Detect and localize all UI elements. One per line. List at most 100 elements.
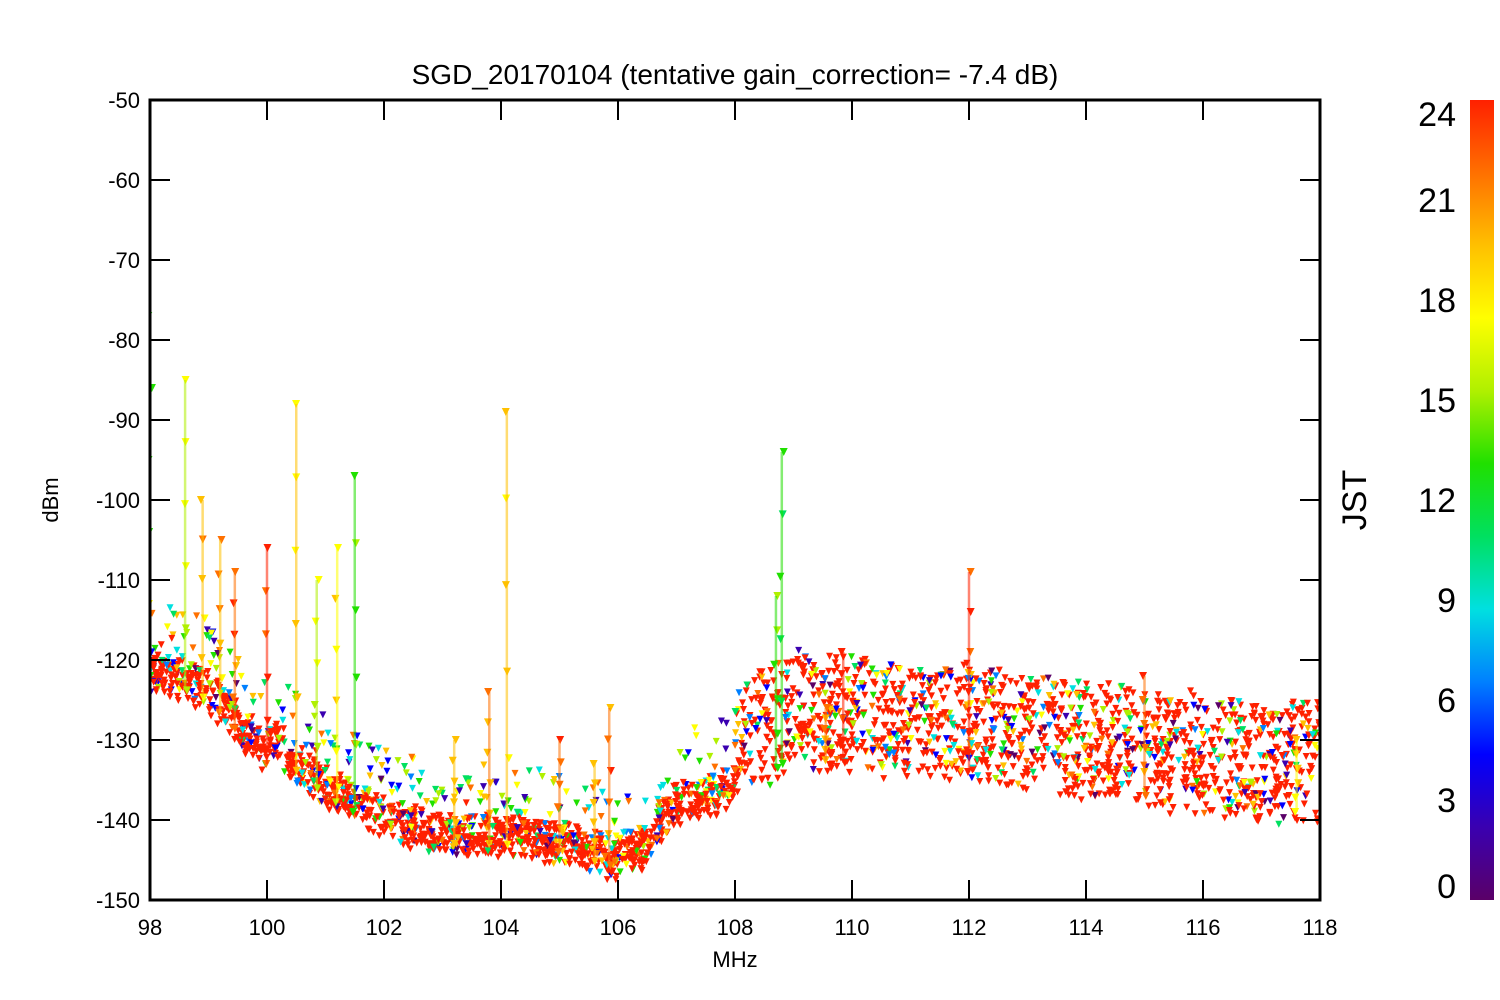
data-point [1189,764,1197,772]
data-point [1049,708,1057,716]
data-point [241,684,249,692]
data-point [641,825,649,833]
data-point [1200,809,1208,817]
data-point [536,827,544,835]
data-point [627,835,635,843]
data-point [249,692,257,700]
data-point [372,792,380,800]
data-point [1223,738,1231,746]
data-point [574,850,582,858]
data-point [1053,723,1061,731]
data-point [927,692,935,700]
data-point [257,692,265,700]
data-point [960,684,968,692]
data-point [506,847,514,855]
data-point [1312,809,1320,817]
data-point [957,767,965,775]
data-point [747,758,755,766]
data-point [791,751,799,759]
colorbar-tick-label: 21 [1418,182,1456,220]
data-point [629,857,637,865]
data-point [655,799,663,807]
data-point [1153,743,1161,751]
data-point [226,729,234,737]
colorbar-tick-label: 6 [1437,682,1456,720]
data-point [998,709,1006,717]
data-point [289,712,297,720]
data-point [1190,752,1198,760]
data-point [1227,702,1235,710]
data-point [788,698,796,706]
data-point [164,654,172,662]
data-point [900,759,908,767]
data-point [458,846,466,854]
data-point [1058,739,1066,747]
data-point [150,664,158,672]
data-point [653,818,661,826]
data-point [1281,783,1289,791]
data-point [1200,780,1208,788]
data-point [832,654,840,662]
data-point [730,778,738,786]
data-point [796,691,804,699]
data-point [1130,766,1138,774]
data-point [1216,786,1224,794]
data-point [905,674,913,682]
data-point [1069,723,1077,731]
data-point [388,789,396,797]
colorbar-tick-label: 24 [1418,96,1456,134]
data-point [281,768,289,776]
data-point [706,812,714,820]
data-point [833,664,841,672]
data-point [492,832,500,840]
data-point [1123,728,1131,736]
data-point [499,821,507,829]
data-point [925,677,933,685]
data-point [1175,756,1183,764]
data-point [279,706,287,714]
data-point [1075,719,1083,727]
data-point [1033,679,1041,687]
data-point [953,765,961,773]
data-point [1099,730,1107,738]
data-point [673,786,681,794]
data-point [794,659,802,667]
data-point [1216,736,1224,744]
data-point [998,746,1006,754]
y-tick-label: -90 [108,408,140,433]
data-point [985,772,993,780]
data-point [365,826,373,834]
data-point [398,800,406,808]
data-point [1112,791,1120,799]
data-point [1039,753,1047,761]
data-point [1156,799,1164,807]
data-point [637,865,645,873]
data-point [846,688,854,696]
data-point [725,798,733,806]
data-point [985,698,993,706]
data-point [247,723,255,731]
data-point [1183,777,1191,785]
data-point [611,817,619,825]
data-point [556,758,565,767]
data-point [1007,677,1015,685]
data-point [985,777,993,785]
data-point [1000,702,1008,710]
data-point [275,738,283,746]
data-point [797,721,805,729]
data-point [1183,783,1191,791]
data-point [249,744,257,752]
data-point [1155,726,1163,734]
data-point [801,654,809,662]
data-point [1170,710,1178,718]
data-point [1226,717,1234,725]
data-point [912,674,920,682]
data-point [693,802,701,810]
data-point [722,719,730,727]
data-point [347,800,355,808]
data-point [480,835,488,843]
data-point [545,859,553,867]
data-point [833,741,841,749]
data-point [208,629,216,637]
data-point [907,668,915,676]
